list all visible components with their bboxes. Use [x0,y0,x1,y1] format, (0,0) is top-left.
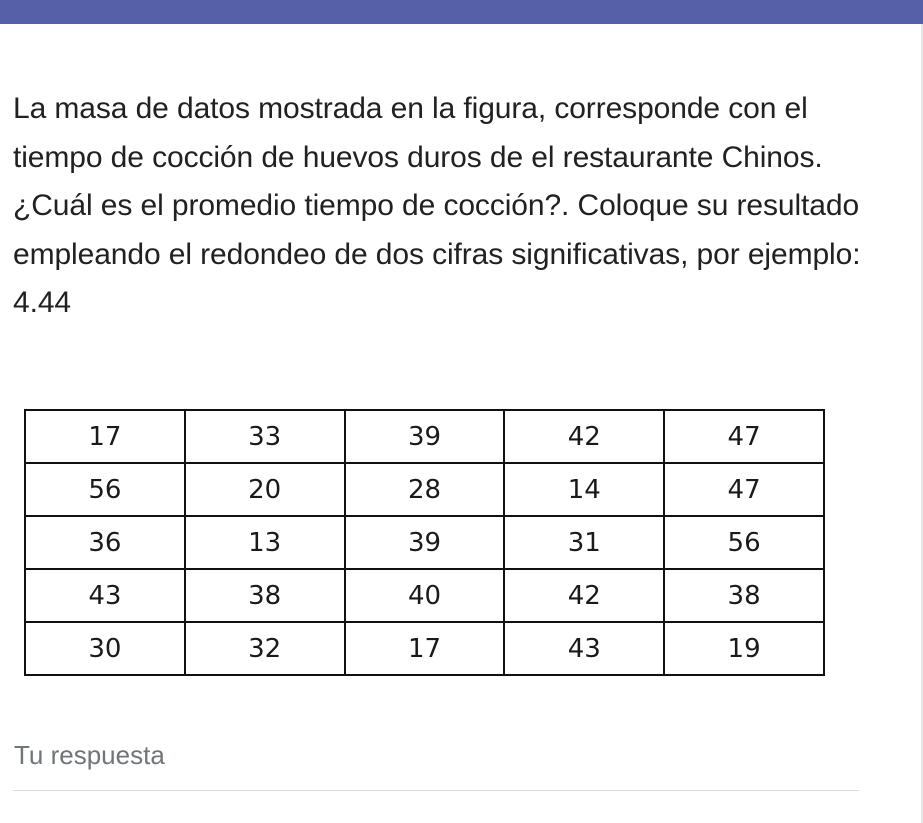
table-cell: 38 [183,568,346,623]
table-cell: 36 [24,515,186,570]
answer-label: Tu respuesta [14,740,165,770]
table-cell: 31 [503,515,666,570]
table-cell: 19 [663,621,825,676]
card-border [921,24,923,823]
table-cell: 28 [343,462,506,517]
table-cell: 17 [343,621,506,676]
table-cell: 56 [663,515,825,570]
table-cell: 39 [343,515,506,570]
table-cell: 17 [24,409,186,464]
table-row: 36 13 39 31 56 [24,515,825,570]
question-text: La masa de datos mostrada en la figura, … [13,92,861,319]
table-cell: 43 [503,621,666,676]
table-cell: 13 [183,515,346,570]
table-cell: 47 [663,409,825,464]
table-row: 56 20 28 14 47 [24,462,825,517]
table-cell: 14 [503,462,666,517]
table-row: 43 38 40 42 38 [24,568,825,623]
table-cell: 47 [663,462,825,517]
table-cell: 32 [183,621,346,676]
answer-input[interactable] [13,790,859,791]
question-image: 17 33 39 42 47 56 20 28 14 47 36 13 39 3… [14,398,836,676]
table-cell: 30 [24,621,186,676]
table-row: 17 33 39 42 47 [24,409,825,464]
table-cell: 42 [503,409,666,464]
data-table: 17 33 39 42 47 56 20 28 14 47 36 13 39 3… [24,409,825,676]
table-row: 30 32 17 43 19 [24,621,825,676]
table-cell: 38 [663,568,825,623]
table-cell: 39 [343,409,506,464]
table-cell: 20 [183,462,346,517]
table-cell: 43 [24,568,186,623]
table-cell: 42 [503,568,666,623]
table-cell: 33 [183,409,346,464]
table-cell: 56 [24,462,186,517]
table-cell: 40 [343,568,506,623]
form-header-bar [0,0,923,24]
